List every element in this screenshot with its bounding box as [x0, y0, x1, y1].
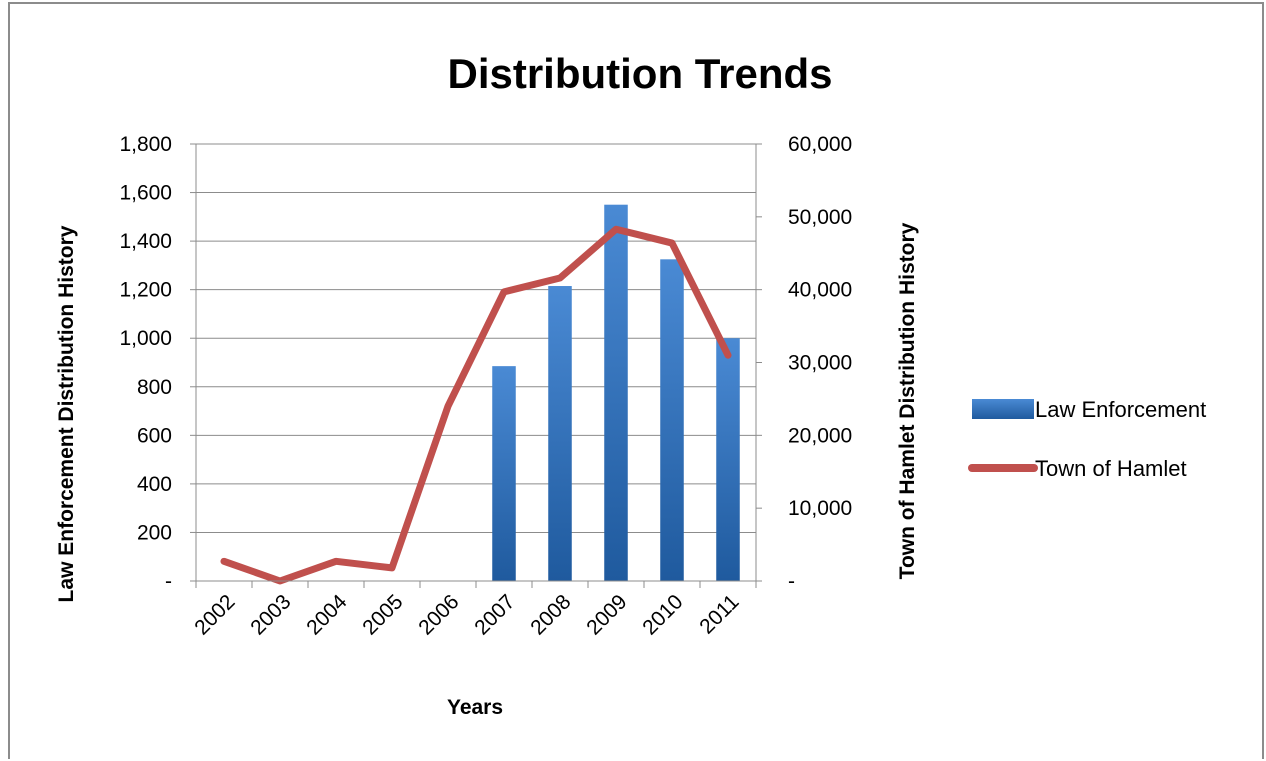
- y2-tick-label: 20,000: [788, 424, 852, 447]
- y-tick-label: 1,600: [119, 182, 172, 205]
- y-tick-label: 1,200: [119, 279, 172, 302]
- y2-tick-label: -: [788, 570, 795, 593]
- y2-tick-label: 10,000: [788, 497, 852, 520]
- y2-tick-label: 60,000: [788, 133, 852, 156]
- line-series: [224, 229, 728, 581]
- x-tick-label: 2007: [470, 590, 519, 639]
- bar-2008: [548, 286, 572, 581]
- y-tick-label: 800: [137, 376, 172, 399]
- bar-2011: [716, 338, 740, 581]
- legend-label-town-of-hamlet: Town of Hamlet: [1035, 456, 1187, 481]
- bar-2010: [660, 259, 684, 581]
- line-town-of-hamlet: [224, 229, 728, 581]
- x-tick-label: 2008: [526, 590, 575, 639]
- chart-canvas: Distribution Trends - 200 400 600 800 1,000 1,…: [10, 4, 1266, 761]
- x-tick-label: 2002: [190, 590, 239, 639]
- y-axis-title: Law Enforcement Distribution History: [55, 225, 78, 602]
- legend-label-law-enforcement: Law Enforcement: [1035, 397, 1206, 422]
- x-tick-label: 2011: [695, 590, 743, 638]
- y-tick-label: 200: [137, 521, 172, 544]
- x-tick-label: 2009: [582, 590, 631, 639]
- y2-tick-label: 30,000: [788, 352, 852, 375]
- y-tick-label: 1,400: [119, 230, 172, 253]
- legend: Law Enforcement Town of Hamlet: [972, 397, 1206, 481]
- chart-frame: Distribution Trends - 200 400 600 800 1,000 1,…: [8, 2, 1264, 759]
- x-tick-label: 2005: [358, 590, 407, 639]
- y-tick-label: 400: [137, 473, 172, 496]
- y2-tick-label: 50,000: [788, 206, 852, 229]
- y-tick-label: 600: [137, 424, 172, 447]
- y-tick-label: 1,800: [119, 133, 172, 156]
- x-tick-label: 2003: [246, 590, 295, 639]
- y-tick-label: 1,000: [119, 327, 172, 350]
- x-tick-label: 2006: [414, 590, 463, 639]
- chart-title: Distribution Trends: [447, 50, 832, 97]
- x-tick-label: 2004: [302, 590, 352, 640]
- bar-2007: [492, 366, 516, 581]
- bar-2009: [604, 205, 628, 581]
- y2-axis-title: Town of Hamlet Distribution History: [896, 222, 919, 579]
- y2-tick-label: 40,000: [788, 279, 852, 302]
- legend-swatch-law-enforcement: [972, 399, 1034, 419]
- x-tick-label: 2010: [638, 590, 687, 639]
- bar-series: [492, 205, 740, 581]
- x-axis-title: Years: [447, 696, 503, 719]
- y-tick-label: -: [165, 570, 172, 593]
